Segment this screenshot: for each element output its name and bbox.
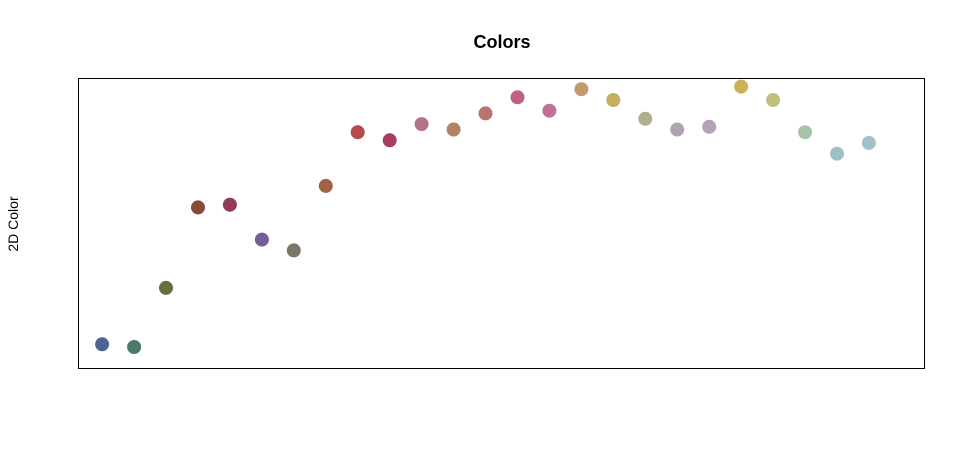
data-point-14 — [510, 90, 525, 105]
data-point-22 — [766, 93, 781, 107]
data-point-7 — [286, 243, 301, 258]
data-point-18 — [638, 111, 653, 126]
data-point-20 — [702, 119, 717, 134]
data-point-6 — [254, 232, 269, 247]
data-point-19 — [670, 122, 685, 137]
data-point-9 — [350, 125, 365, 140]
data-point-8 — [318, 178, 333, 193]
y-axis-label: 2D Color — [5, 196, 21, 252]
data-point-17 — [606, 93, 621, 107]
data-point-2 — [127, 340, 142, 354]
data-point-21 — [734, 79, 749, 94]
data-point-23 — [798, 125, 812, 140]
data-point-24 — [830, 146, 844, 161]
data-point-4 — [191, 200, 205, 215]
data-point-11 — [414, 117, 429, 132]
plot-frame — [78, 78, 925, 369]
data-point-10 — [382, 133, 397, 148]
data-point-3 — [159, 280, 173, 295]
data-point-13 — [478, 106, 493, 121]
data-point-1 — [95, 337, 110, 352]
data-point-16 — [574, 82, 589, 97]
data-point-15 — [542, 103, 557, 118]
chart-title: Colors — [473, 32, 530, 52]
data-point-25 — [861, 135, 876, 150]
data-point-5 — [222, 197, 237, 212]
data-points — [95, 79, 876, 354]
data-point-12 — [446, 122, 461, 137]
